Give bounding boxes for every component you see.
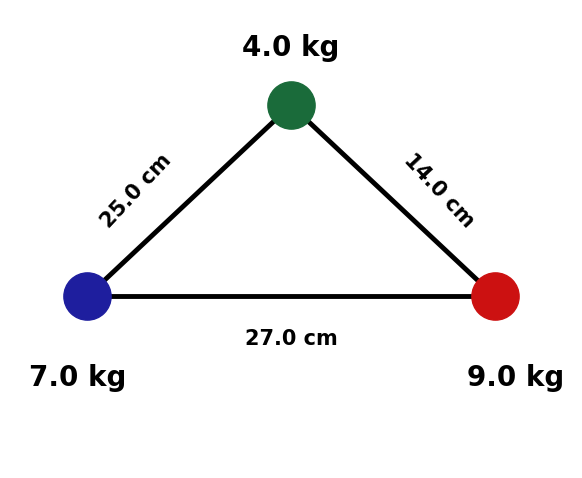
Text: 14.0 cm: 14.0 cm xyxy=(400,151,478,232)
Text: 7.0 kg: 7.0 kg xyxy=(29,364,126,391)
Text: 9.0 kg: 9.0 kg xyxy=(467,364,565,391)
Text: 27.0 cm: 27.0 cm xyxy=(244,329,338,349)
Text: 25.0 cm: 25.0 cm xyxy=(98,151,176,232)
Text: 4.0 kg: 4.0 kg xyxy=(242,34,340,62)
